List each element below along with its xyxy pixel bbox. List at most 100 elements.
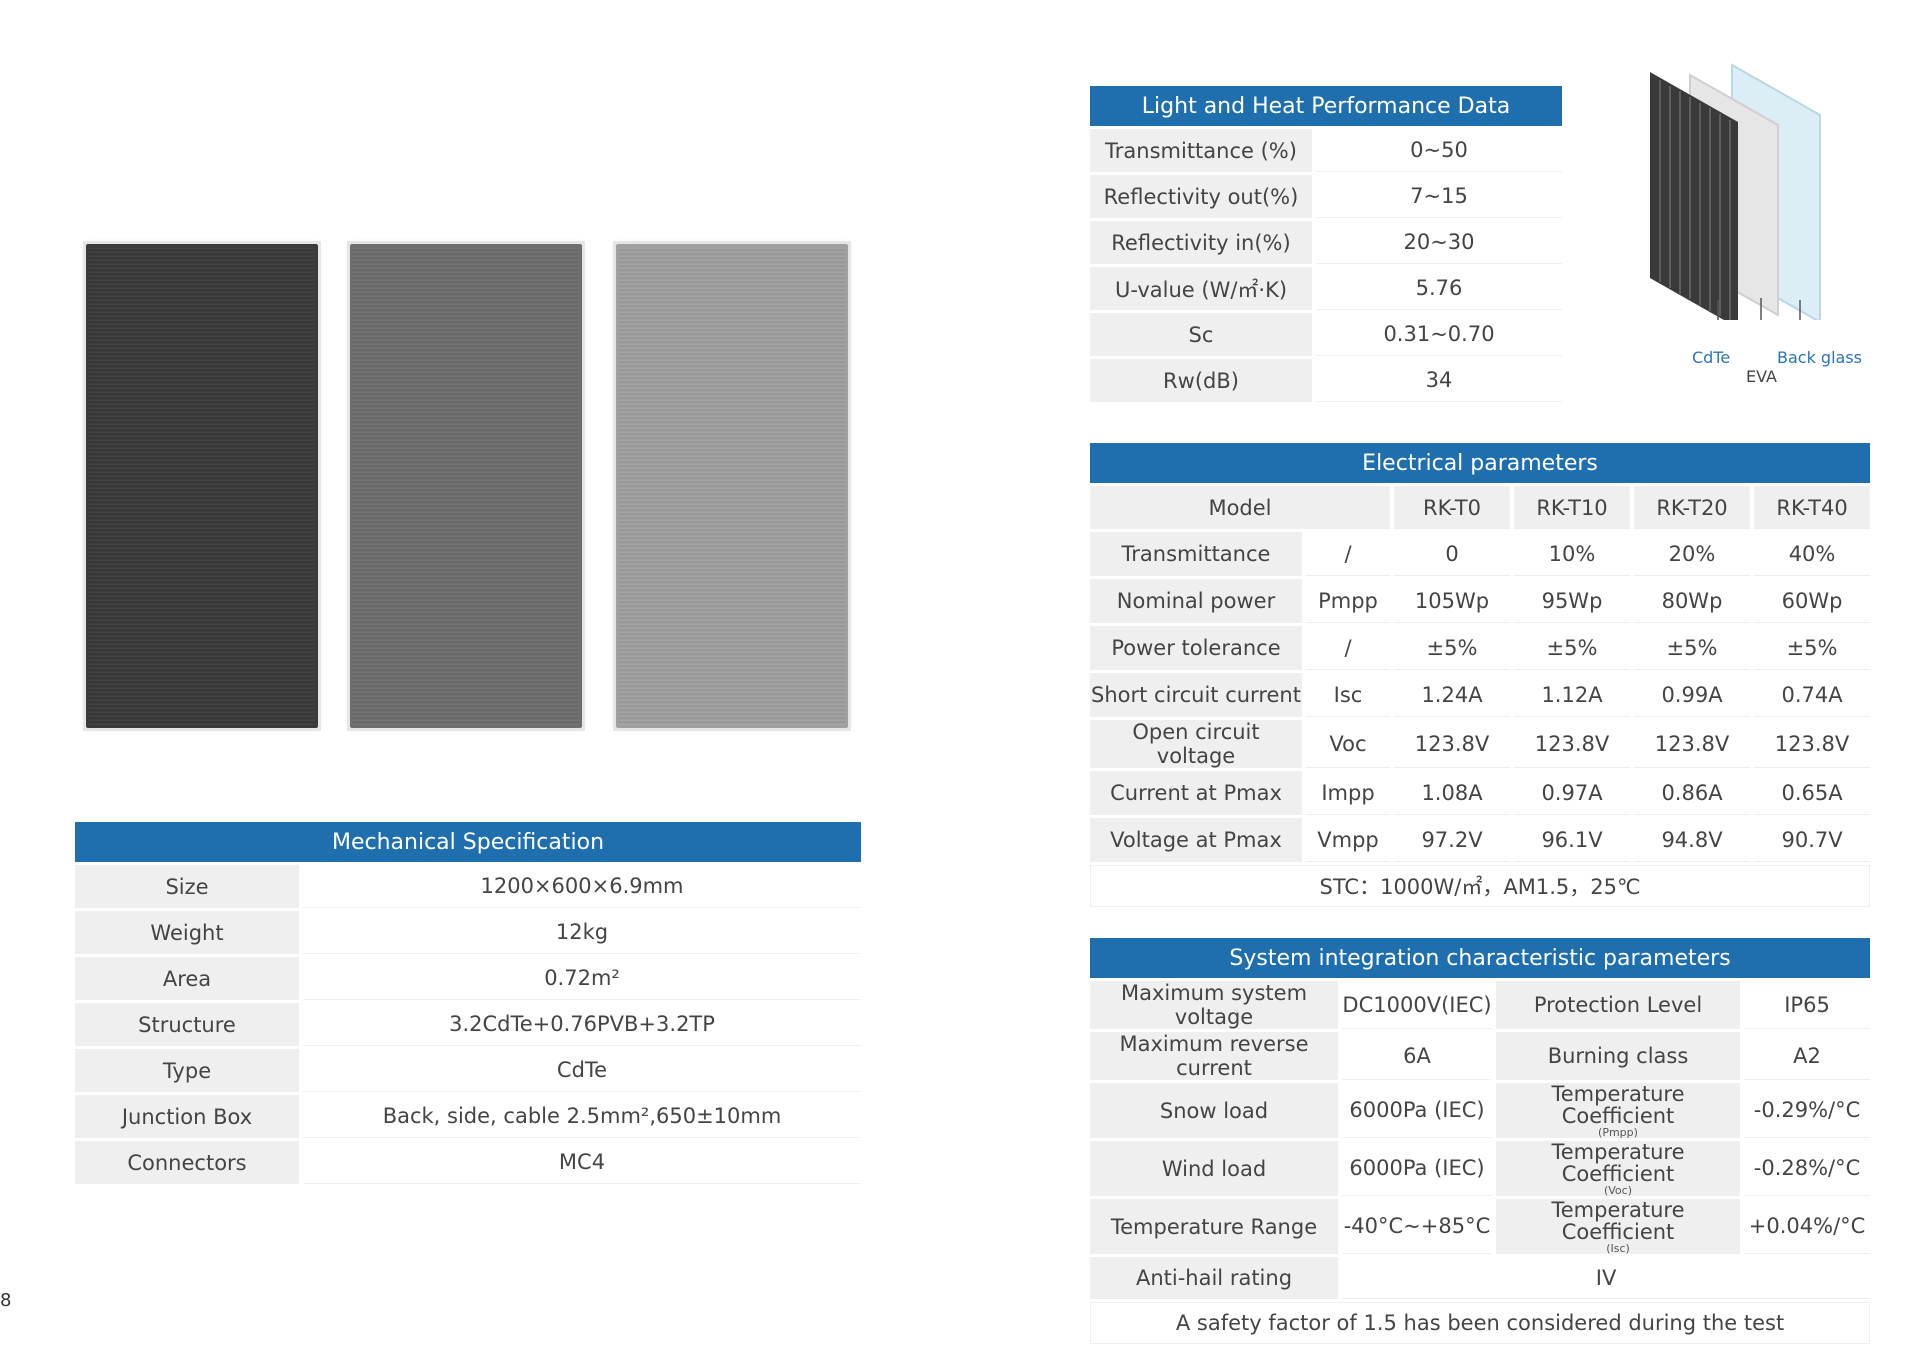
row-label: Snow load — [1090, 1083, 1338, 1138]
row-value-2: +0.04%/°C — [1744, 1199, 1871, 1254]
safety-note: A safety factor of 1.5 has been consider… — [1090, 1302, 1871, 1344]
row-label: Reflectivity in(%) — [1090, 221, 1312, 264]
model-rk-t40: RK-T40 — [1754, 486, 1871, 529]
row-value: 6000Pa (IEC) — [1342, 1083, 1492, 1138]
row-value: 123.8V — [1754, 720, 1871, 768]
row-value: 90.7V — [1754, 818, 1871, 862]
row-unit: Impp — [1306, 771, 1390, 815]
cdte-layer — [1650, 72, 1738, 320]
row-value: 1200×600×6.9mm — [303, 865, 862, 908]
row-label-2: Burning class — [1496, 1032, 1740, 1080]
row-value: CdTe — [303, 1049, 862, 1092]
row-value: 123.8V — [1394, 720, 1510, 768]
row-value: 95Wp — [1514, 579, 1630, 623]
row-label: Area — [75, 957, 299, 1000]
electrical-title: Electrical parameters — [1090, 443, 1871, 483]
row-value: 0.86A — [1634, 771, 1750, 815]
row-value: 10% — [1514, 532, 1630, 576]
row-value: Back, side, cable 2.5mm²,650±10mm — [303, 1095, 862, 1138]
row-value: 34 — [1316, 359, 1563, 402]
table-row: Reflectivity in(%) 20~30 — [1090, 221, 1563, 264]
row-value: 60Wp — [1754, 579, 1871, 623]
table-row: Nominal power Pmpp 105Wp 95Wp 80Wp 60Wp — [1090, 579, 1871, 623]
row-value: 123.8V — [1634, 720, 1750, 768]
row-value: 0.65A — [1754, 771, 1871, 815]
row-value: 0.72m² — [303, 957, 862, 1000]
row-label: Rw(dB) — [1090, 359, 1312, 402]
row-value: -40°C~+85°C — [1342, 1199, 1492, 1254]
electrical-table: Electrical parameters Model RK-T0 RK-T10… — [1090, 440, 1871, 910]
coef-sub: (Pmpp) — [1598, 1126, 1638, 1139]
panel-image-light — [616, 244, 848, 728]
row-value: 97.2V — [1394, 818, 1510, 862]
table-row: Rw(dB) 34 — [1090, 359, 1563, 402]
table-row: Voltage at Pmax Vmpp 97.2V 96.1V 94.8V 9… — [1090, 818, 1871, 862]
row-value: 20% — [1634, 532, 1750, 576]
row-label: Maximum system voltage — [1090, 981, 1338, 1029]
row-value: MC4 — [303, 1141, 862, 1184]
table-row: Anti-hail rating IV — [1090, 1257, 1871, 1299]
table-row: Maximum reverse current 6A Burning class… — [1090, 1032, 1871, 1080]
row-value: 80Wp — [1634, 579, 1750, 623]
row-unit: / — [1306, 532, 1390, 576]
table-row: Area 0.72m² — [75, 957, 862, 1000]
light-heat-title: Light and Heat Performance Data — [1090, 86, 1563, 126]
row-label: Open circuit voltage — [1090, 720, 1302, 768]
table-row: Transmittance (%) 0~50 — [1090, 129, 1563, 172]
row-label: U-value (W/㎡·K) — [1090, 267, 1312, 310]
row-label-2: Protection Level — [1496, 981, 1740, 1029]
coef-label: Temperature Coefficient — [1551, 1140, 1685, 1186]
table-row: Junction Box Back, side, cable 2.5mm²,650… — [75, 1095, 862, 1138]
model-rk-t0: RK-T0 — [1394, 486, 1510, 529]
page-number: 8 — [0, 1290, 12, 1311]
row-label: Voltage at Pmax — [1090, 818, 1302, 862]
table-row: Wind load 6000Pa (IEC) Temperature Coeff… — [1090, 1140, 1871, 1196]
row-label: Size — [75, 865, 299, 908]
coef-sub: (Isc) — [1606, 1242, 1630, 1255]
row-value: 94.8V — [1634, 818, 1750, 862]
row-label: Transmittance — [1090, 532, 1302, 576]
diagram-label-back-glass: Back glass — [1777, 348, 1863, 367]
row-value-2: A2 — [1744, 1032, 1871, 1080]
row-value: 0.97A — [1514, 771, 1630, 815]
row-value: 20~30 — [1316, 221, 1563, 264]
coef-label: Temperature Coefficient — [1551, 1198, 1685, 1244]
diagram-label-eva: EVA — [1746, 367, 1777, 386]
row-value-2: IP65 — [1744, 981, 1871, 1029]
row-label: Current at Pmax — [1090, 771, 1302, 815]
row-label: Reflectivity out(%) — [1090, 175, 1312, 218]
row-value: 40% — [1754, 532, 1871, 576]
table-row: Size 1200×600×6.9mm — [75, 865, 862, 908]
row-value: 0 — [1394, 532, 1510, 576]
row-label: Connectors — [75, 1141, 299, 1184]
row-value: 96.1V — [1514, 818, 1630, 862]
table-row: Structure 3.2CdTe+0.76PVB+3.2TP — [75, 1003, 862, 1046]
system-integration-table: System integration characteristic parame… — [1090, 935, 1871, 1347]
row-label: Power tolerance — [1090, 626, 1302, 670]
row-value: 105Wp — [1394, 579, 1510, 623]
row-label: Structure — [75, 1003, 299, 1046]
table-row: Sc 0.31~0.70 — [1090, 313, 1563, 356]
row-label: Junction Box — [75, 1095, 299, 1138]
row-label: Wind load — [1090, 1141, 1338, 1196]
panel-image-dark — [86, 244, 318, 728]
row-value: 123.8V — [1514, 720, 1630, 768]
table-row: Snow load 6000Pa (IEC) Temperature Coeff… — [1090, 1082, 1871, 1139]
row-value: 1.12A — [1514, 673, 1630, 717]
row-value: 0.74A — [1754, 673, 1871, 717]
model-rk-t20: RK-T20 — [1634, 486, 1750, 529]
row-value: ±5% — [1394, 626, 1510, 670]
row-label: Sc — [1090, 313, 1312, 356]
row-value: 12kg — [303, 911, 862, 954]
row-value: 7~15 — [1316, 175, 1563, 218]
stc-note: STC：1000W/㎡，AM1.5，25℃ — [1090, 865, 1871, 907]
row-label: Short circuit current — [1090, 673, 1302, 717]
mechanical-spec-title: Mechanical Specification — [75, 822, 862, 862]
row-value: 3.2CdTe+0.76PVB+3.2TP — [303, 1003, 862, 1046]
row-value: DC1000V(IEC) — [1342, 981, 1492, 1029]
row-label: Nominal power — [1090, 579, 1302, 623]
coef-label: Temperature Coefficient — [1551, 1082, 1685, 1128]
table-row: Reflectivity out(%) 7~15 — [1090, 175, 1563, 218]
table-row: Power tolerance / ±5% ±5% ±5% ±5% — [1090, 626, 1871, 670]
row-value: ±5% — [1634, 626, 1750, 670]
